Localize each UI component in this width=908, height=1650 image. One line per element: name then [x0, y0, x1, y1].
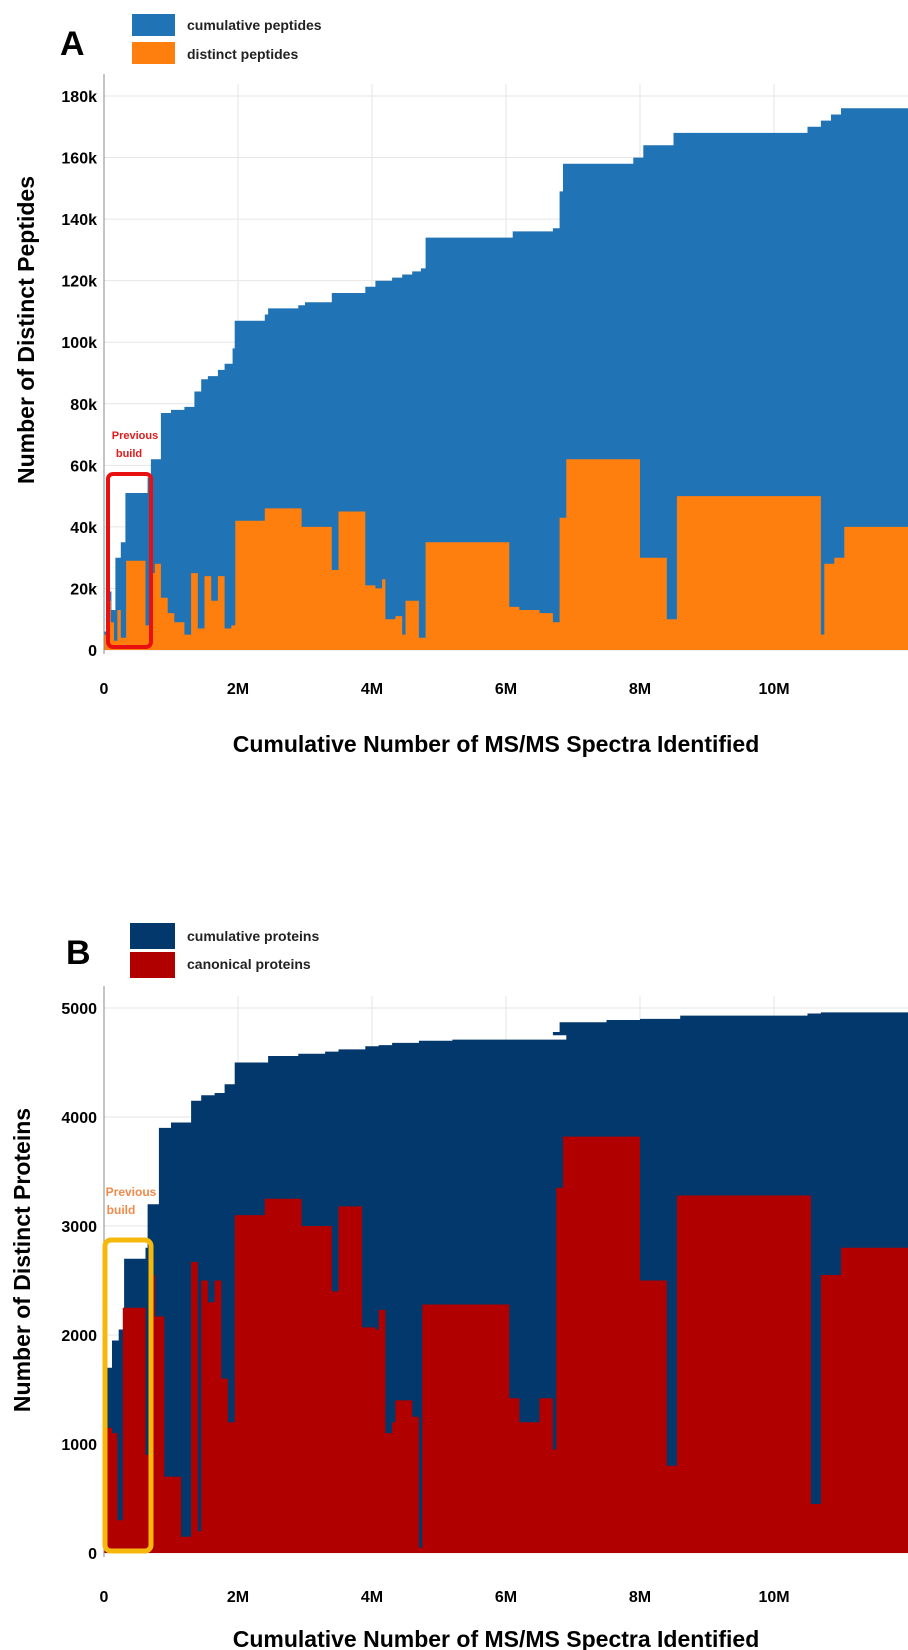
plot-area: 0 20k 40k 60k 80k 100k 120k 140k 160k 180k 0 2M 4M 6M… [61, 74, 908, 698]
x-tick-label: 0 [100, 681, 109, 698]
legend-swatch-cumulative [132, 14, 175, 36]
panel-b: B cumulative proteins canonical proteins… [9, 923, 908, 1650]
legend: cumulative peptides distinct peptides [132, 14, 322, 64]
panel-a: A cumulative peptides distinct peptides … [13, 14, 908, 757]
x-axis-label: Cumulative Number of MS/MS Spectra Ident… [233, 731, 760, 757]
legend-label-cumulative: cumulative proteins [187, 928, 319, 944]
annotation-line-2: build [107, 1203, 136, 1217]
y-tick-label: 1000 [61, 1437, 97, 1454]
legend-swatch-cumulative [130, 923, 175, 949]
plot-area: 0 1000 2000 3000 4000 5000 0 2M 4M 6M 8M 10M [61, 986, 908, 1606]
x-tick-label: 4M [361, 681, 383, 698]
y-axis-label: Number of Distinct Peptides [13, 176, 39, 484]
y-tick-label: 2000 [61, 1328, 97, 1345]
y-tick-label: 40k [70, 520, 97, 537]
y-tick-label: 80k [70, 397, 97, 414]
y-tick-label: 0 [88, 643, 97, 660]
y-tick-label: 160k [61, 151, 97, 168]
annotation-line-1: Previous [112, 430, 158, 442]
y-tick-label: 120k [61, 274, 97, 291]
x-tick-label: 2M [227, 1589, 249, 1606]
x-tick-label: 6M [495, 681, 517, 698]
legend-label-cumulative: cumulative peptides [187, 17, 322, 33]
legend-swatch-canonical [130, 952, 175, 978]
annotation-box [106, 472, 153, 649]
previous-build-annotation: Previous build [102, 1185, 157, 1554]
y-tick-label: 180k [61, 89, 97, 106]
y-axis-label: Number of Distinct Proteins [9, 1108, 35, 1412]
y-tick-label: 5000 [61, 1001, 97, 1018]
x-tick-label: 6M [495, 1589, 517, 1606]
legend-label-canonical: canonical proteins [187, 956, 311, 972]
legend: cumulative proteins canonical proteins [130, 923, 319, 978]
x-tick-label: 8M [629, 681, 651, 698]
x-tick-label: 10M [758, 1589, 789, 1606]
x-axis-label: Cumulative Number of MS/MS Spectra Ident… [233, 1626, 760, 1650]
x-tick-label: 8M [629, 1589, 651, 1606]
series-area-canonical-proteins [104, 1136, 908, 1553]
series-area-distinct-peptides [104, 459, 908, 650]
y-tick-label: 3000 [61, 1219, 97, 1236]
annotation-line-2: build [116, 448, 142, 460]
y-tick-label: 100k [61, 335, 97, 352]
annotation-box [102, 1237, 154, 1554]
x-tick-label: 0 [100, 1589, 109, 1606]
y-tick-label: 60k [70, 458, 97, 475]
y-tick-label: 0 [88, 1546, 97, 1563]
y-tick-label: 4000 [61, 1110, 97, 1127]
panel-label: B [66, 934, 91, 972]
y-tick-label: 20k [70, 581, 97, 598]
x-tick-label: 10M [758, 681, 789, 698]
x-tick-label: 2M [227, 681, 249, 698]
previous-build-annotation: Previous build [106, 430, 158, 649]
x-tick-label: 4M [361, 1589, 383, 1606]
panel-label: A [60, 25, 85, 63]
legend-label-distinct: distinct peptides [187, 46, 298, 62]
y-tick-label: 140k [61, 212, 97, 229]
annotation-line-1: Previous [106, 1185, 157, 1199]
legend-swatch-distinct [132, 42, 175, 64]
